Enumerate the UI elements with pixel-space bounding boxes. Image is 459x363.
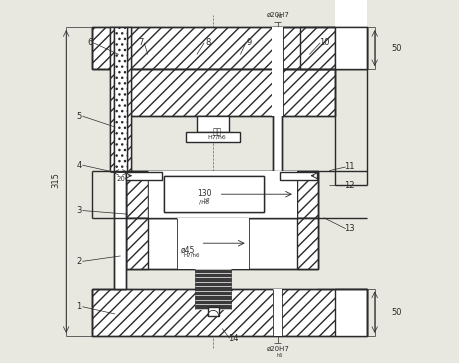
- Text: H7/h6: H7/h6: [183, 252, 200, 257]
- Text: 14: 14: [228, 334, 238, 343]
- Text: H7: H7: [203, 198, 210, 203]
- Bar: [297, 171, 319, 218]
- Text: 7: 7: [138, 38, 143, 47]
- Bar: [114, 171, 126, 289]
- Text: ø20H7: ø20H7: [266, 12, 289, 17]
- Text: h6: h6: [276, 14, 283, 19]
- Bar: [274, 27, 282, 185]
- Bar: [91, 27, 368, 69]
- Bar: [195, 269, 231, 309]
- Text: 20: 20: [116, 176, 125, 182]
- Bar: [274, 289, 282, 336]
- Bar: [208, 307, 218, 316]
- Bar: [148, 171, 297, 218]
- Text: 3: 3: [76, 206, 82, 215]
- Text: 5: 5: [76, 112, 82, 121]
- Bar: [164, 176, 264, 212]
- Bar: [126, 69, 335, 116]
- Text: 4: 4: [76, 161, 82, 170]
- Bar: [110, 27, 114, 171]
- Text: 6: 6: [87, 38, 92, 47]
- Bar: [114, 27, 127, 171]
- Text: 沿周: 沿周: [212, 127, 221, 136]
- Bar: [126, 171, 319, 218]
- Text: /h6: /h6: [199, 200, 209, 205]
- Bar: [114, 69, 126, 116]
- Text: 2: 2: [76, 257, 82, 266]
- Text: 9: 9: [247, 38, 252, 47]
- Bar: [186, 132, 241, 142]
- Text: H7/h6: H7/h6: [207, 134, 226, 139]
- Bar: [297, 218, 319, 269]
- Bar: [335, 27, 368, 69]
- Text: 12: 12: [344, 181, 354, 189]
- Text: h6: h6: [276, 353, 283, 358]
- Bar: [335, 0, 368, 69]
- Bar: [280, 172, 317, 180]
- Bar: [91, 289, 368, 336]
- Text: ø45: ø45: [180, 246, 195, 255]
- Bar: [126, 171, 148, 218]
- Bar: [272, 69, 283, 116]
- Text: 50: 50: [391, 308, 402, 317]
- Bar: [177, 218, 249, 269]
- Text: 10: 10: [319, 38, 329, 47]
- Bar: [126, 218, 319, 269]
- Text: 13: 13: [344, 224, 355, 233]
- Bar: [114, 27, 126, 69]
- Bar: [126, 172, 162, 180]
- Bar: [335, 289, 368, 336]
- Text: 130: 130: [197, 189, 211, 197]
- Text: 1: 1: [76, 302, 82, 311]
- Text: 50: 50: [391, 44, 402, 53]
- Bar: [335, 27, 368, 69]
- Bar: [198, 276, 229, 289]
- Text: ø20H7: ø20H7: [266, 346, 289, 351]
- Bar: [272, 27, 283, 69]
- Text: 315: 315: [51, 172, 61, 188]
- Bar: [127, 27, 131, 171]
- Text: 11: 11: [344, 163, 354, 171]
- Bar: [126, 218, 148, 269]
- Bar: [300, 27, 335, 69]
- Text: 8: 8: [205, 38, 210, 47]
- Bar: [197, 116, 230, 132]
